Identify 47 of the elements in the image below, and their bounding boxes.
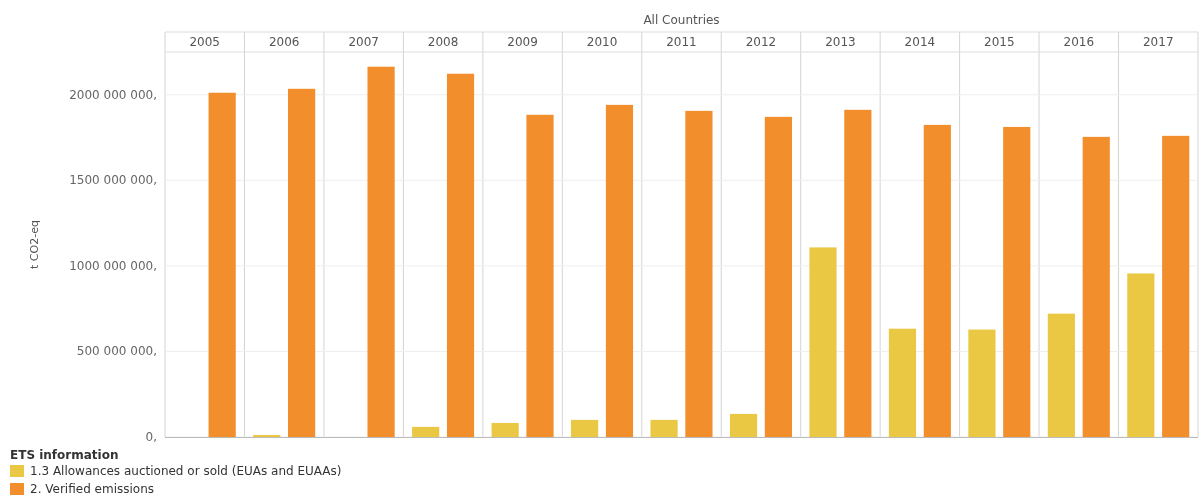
bar: [1162, 135, 1190, 437]
x-tick-label: 2014: [904, 35, 936, 49]
legend-label: 2. Verified emissions: [30, 482, 155, 496]
bar: [1127, 273, 1155, 437]
x-tick-label: 2015: [984, 35, 1015, 49]
bar: [685, 110, 713, 437]
bar: [1082, 136, 1110, 437]
bar: [764, 116, 792, 437]
x-tick-label: 2009: [507, 35, 538, 49]
y-tick-label: 500 000 000,: [76, 344, 157, 359]
bar: [571, 419, 599, 437]
bar: [288, 88, 316, 437]
x-tick-label: 2006: [268, 35, 300, 49]
y-tick-label: 2000 000 000,: [69, 87, 157, 102]
x-tick-label: 2013: [825, 35, 856, 49]
bar: [809, 247, 837, 437]
bar: [412, 426, 440, 437]
x-tick-label: 2011: [666, 35, 697, 49]
x-tick-label: 2017: [1143, 35, 1174, 49]
bar: [253, 434, 281, 437]
x-tick-label: 2012: [745, 35, 777, 49]
bar: [1047, 313, 1075, 437]
bar: [605, 104, 634, 437]
bar: [650, 419, 678, 437]
chart-title: All Countries: [643, 13, 720, 27]
bar: [526, 114, 554, 437]
bar: [844, 109, 872, 437]
bar: [888, 328, 917, 437]
legend-title: ETS information: [10, 448, 119, 462]
bar: [491, 422, 519, 437]
bar: [923, 124, 951, 437]
bar: [1003, 126, 1031, 437]
x-tick-label: 2005: [189, 35, 220, 49]
y-tick-label: 1500 000 000,: [69, 173, 157, 188]
x-tick-label: 2010: [586, 35, 618, 49]
y-tick-label: 1000 000 000,: [69, 258, 157, 273]
bar: [367, 66, 395, 437]
x-tick-label: 2008: [427, 35, 459, 49]
bar: [968, 329, 996, 437]
x-tick-label: 2016: [1063, 35, 1095, 49]
legend-label: 1.3 Allowances auctioned or sold (EUAs and EUAAs): [30, 464, 342, 478]
bar: [729, 413, 758, 437]
y-axis-title: t CO2-eq: [28, 220, 41, 269]
x-tick-label: 2007: [348, 35, 379, 49]
bar: [446, 73, 475, 437]
y-tick-label: 0,: [145, 430, 157, 444]
bar: [208, 92, 236, 437]
